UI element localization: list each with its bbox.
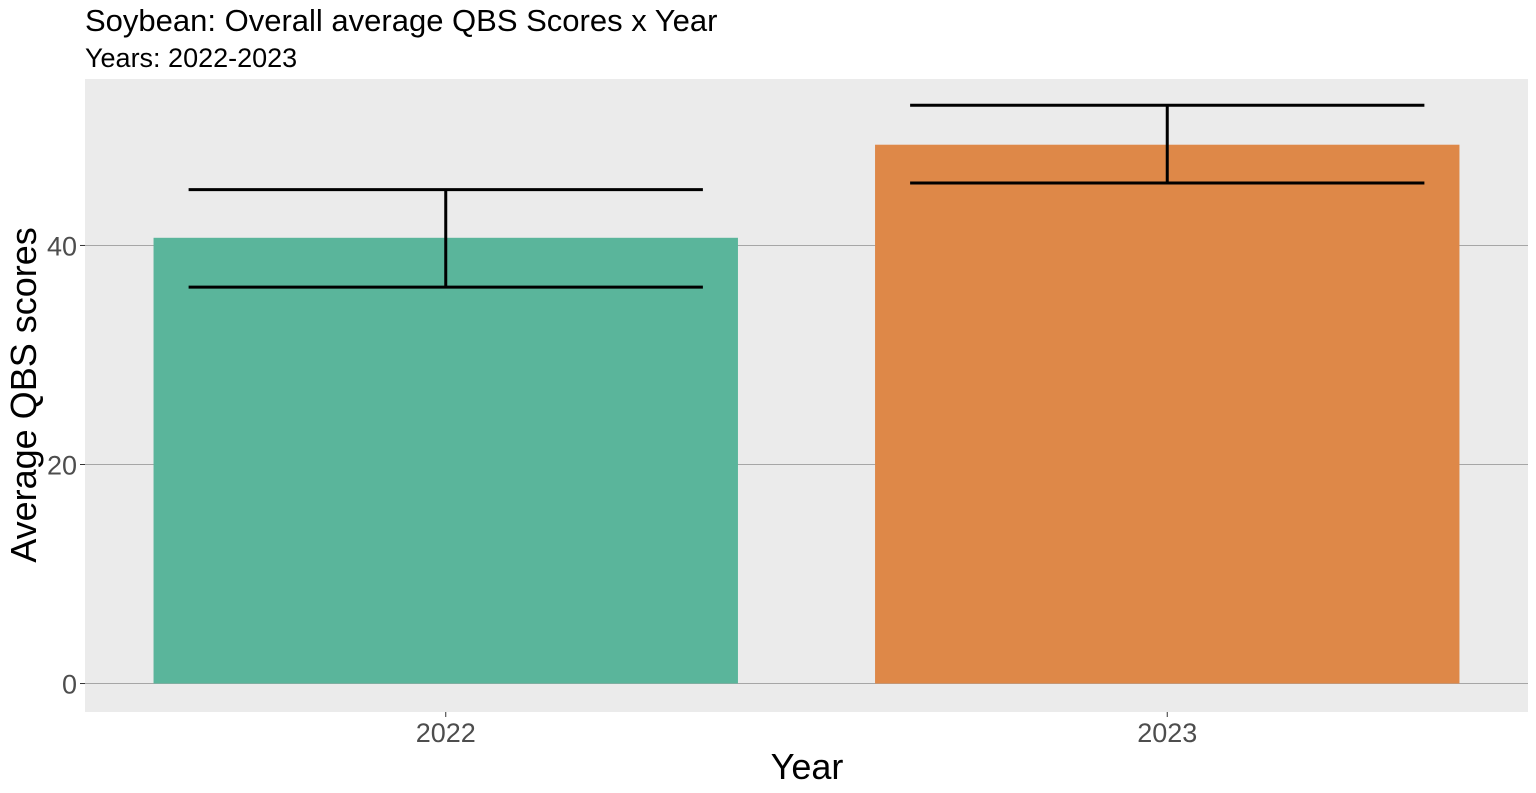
y-tick-label: 40 [47,231,77,261]
chart-title: Soybean: Overall average QBS Scores x Ye… [85,3,717,38]
x-axis-title: Year [771,746,844,787]
x-axis-ticks: 2022 2023 [416,712,1197,748]
x-tick-label: 2023 [1137,718,1197,748]
y-axis-title: Average QBS scores [3,227,44,563]
x-tick-label: 2022 [416,718,476,748]
bars [153,144,1460,684]
bar-2023 [875,144,1460,684]
y-tick-label: 20 [47,450,77,480]
bar-2022 [153,237,738,684]
y-axis-ticks: 0 20 40 [47,231,85,700]
y-tick-label: 0 [62,670,77,700]
error-bars [188,103,1425,289]
chart-subtitle: Years: 2022-2023 [85,43,297,73]
